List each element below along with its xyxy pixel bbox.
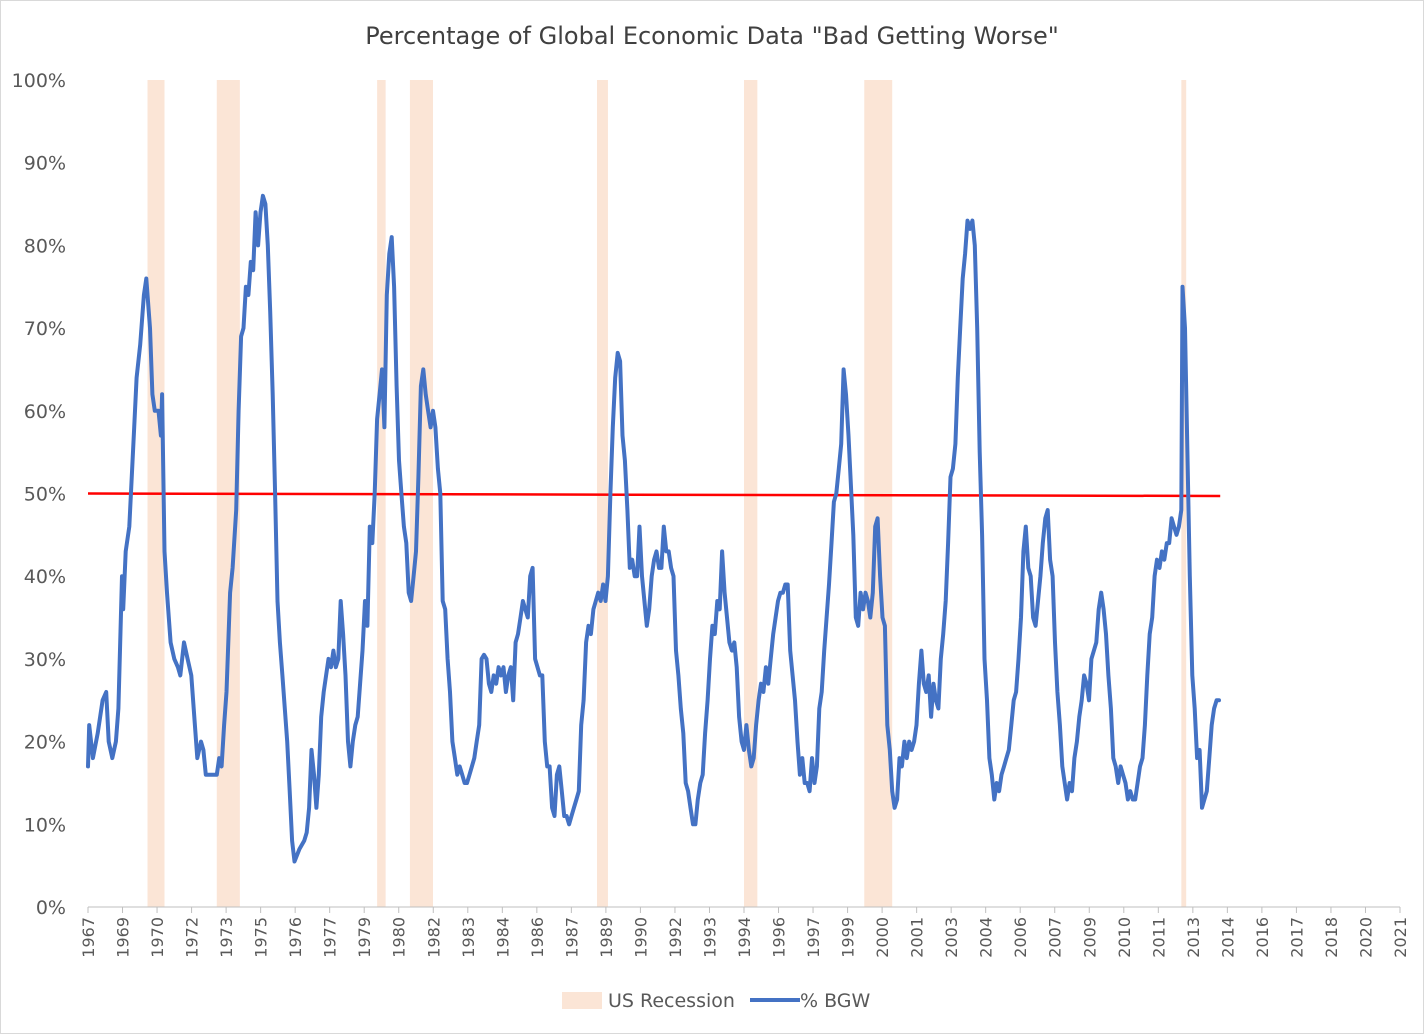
y-tick-label: 10% [24, 814, 66, 836]
x-tick-label: 2003 [942, 917, 961, 958]
x-tick-label: 1990 [631, 917, 650, 958]
x-tick-label: 1994 [735, 917, 754, 958]
legend-swatch-recession [562, 992, 602, 1009]
x-tick-label: 1986 [528, 917, 547, 958]
y-tick-label: 40% [24, 566, 66, 588]
y-tick-label: 20% [24, 732, 66, 754]
x-tick-label: 1993 [700, 917, 719, 958]
y-tick-label: 70% [24, 318, 66, 340]
x-tick-label: 2004 [977, 917, 996, 958]
x-tick-label: 2013 [1184, 917, 1203, 958]
chart-title: Percentage of Global Economic Data "Bad … [365, 22, 1059, 50]
x-tick-label: 2017 [1287, 917, 1306, 958]
x-axis: 1967 1969 1970 1972 1973 1975 1976 1977 1979 1980… [79, 906, 1410, 958]
x-tick-label: 1992 [666, 917, 685, 958]
y-tick-label: 0% [36, 897, 66, 919]
x-tick-label: 2011 [1149, 917, 1168, 958]
legend: US Recession % BGW [562, 990, 871, 1012]
y-tick-label: 100% [12, 70, 66, 92]
recession-band [1181, 80, 1187, 907]
recession-band [864, 80, 893, 907]
x-tick-label: 1976 [286, 917, 305, 958]
x-tick-label: 1977 [321, 917, 340, 958]
x-tick-label: 2009 [1080, 917, 1099, 958]
x-tick-label: 1997 [804, 917, 823, 958]
x-tick-label: 1973 [217, 917, 236, 958]
bgw-series-line [86, 193, 1221, 864]
x-tick-label: 2001 [908, 917, 927, 958]
recession-band [744, 80, 758, 907]
legend-label-recession: US Recession [608, 990, 735, 1012]
x-tick-label: 2016 [1253, 917, 1272, 958]
x-tick-label: 1967 [79, 917, 98, 958]
x-tick-label: 1979 [355, 917, 374, 958]
x-tick-label: 1984 [493, 917, 512, 958]
x-tick-label: 1989 [597, 917, 616, 958]
y-tick-label: 30% [24, 649, 66, 671]
x-tick-label: 2018 [1322, 917, 1341, 958]
x-tick-label: 2021 [1391, 917, 1410, 958]
x-tick-label: 1996 [770, 917, 789, 958]
y-tick-label: 80% [24, 235, 66, 257]
x-tick-label: 1987 [562, 917, 581, 958]
x-tick-label: 1970 [148, 917, 167, 958]
legend-label-bgw: % BGW [800, 990, 871, 1012]
bgw-series-group [86, 193, 1221, 864]
x-tick-label: 2020 [1356, 917, 1375, 958]
y-tick-label: 60% [24, 401, 66, 423]
y-tick-label: 50% [24, 484, 66, 506]
x-tick-label: 2007 [1046, 917, 1065, 958]
x-tick-label: 1982 [424, 917, 443, 958]
x-tick-label: 2000 [873, 917, 892, 958]
y-axis-ticks: 0% 10% 20% 30% 40% 50% 60% 70% 80% 90% 100% [12, 70, 66, 919]
x-tick-label: 1980 [390, 917, 409, 958]
x-tick-label: 2006 [1011, 917, 1030, 958]
x-tick-label: 1975 [252, 917, 271, 958]
x-tick-label: 2014 [1218, 917, 1237, 958]
x-tick-label: 2010 [1115, 917, 1134, 958]
x-tick-label: 1999 [839, 917, 858, 958]
y-tick-label: 90% [24, 153, 66, 175]
x-tick-label: 1972 [183, 917, 202, 958]
x-tick-label: 1983 [459, 917, 478, 958]
x-tick-label: 1969 [114, 917, 133, 958]
